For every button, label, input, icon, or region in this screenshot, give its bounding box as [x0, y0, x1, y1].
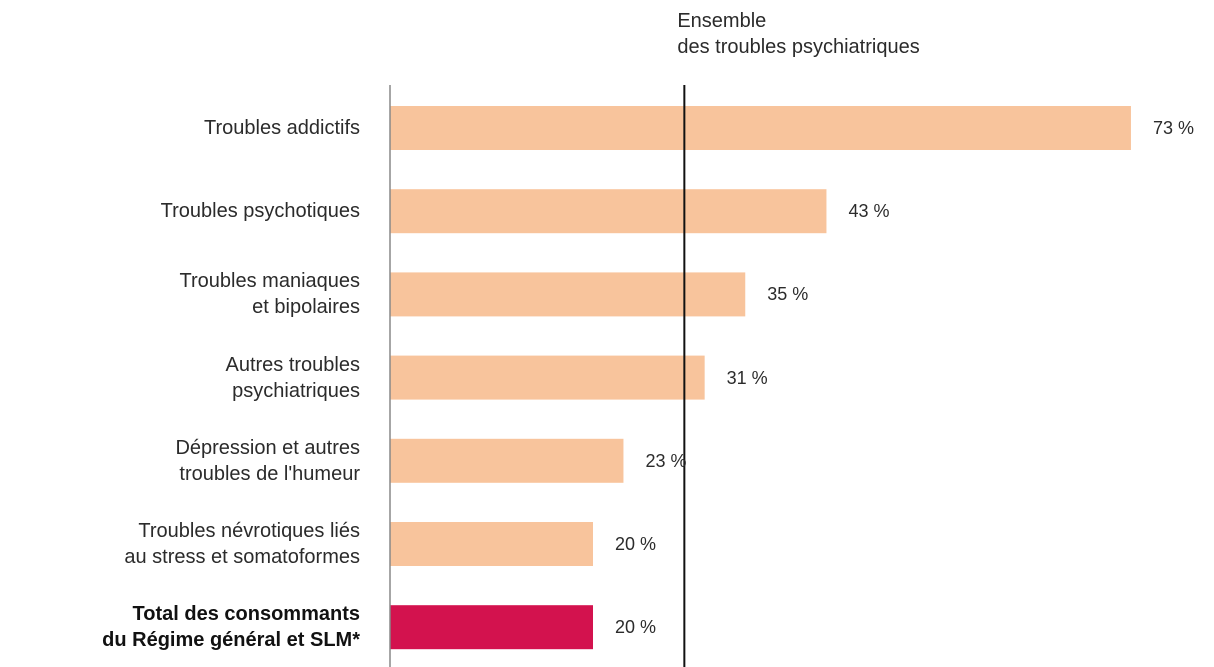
bar	[390, 522, 593, 566]
bar	[390, 189, 827, 234]
category-label: Troubles addictifs	[204, 117, 360, 139]
bar	[390, 605, 593, 650]
value-label: 23 %	[645, 450, 687, 471]
bar	[390, 438, 624, 483]
bar	[390, 272, 746, 317]
value-label: 43 %	[848, 201, 890, 222]
value-label: 35 %	[767, 284, 809, 305]
reference-label: Ensemble des troubles psychiatriques	[677, 10, 920, 58]
value-label: 31 %	[726, 367, 768, 388]
value-label: 20 %	[615, 617, 657, 638]
category-label: Dépression et autres troubles de l'humeu…	[175, 436, 360, 485]
value-label: 73 %	[1152, 118, 1194, 138]
category-label: Troubles névrotiques liés au stress et s…	[124, 520, 360, 568]
bar	[390, 355, 705, 400]
category-label: Troubles psychotiques	[160, 200, 360, 223]
category-label: Troubles maniaques et bipolaires	[179, 270, 360, 319]
value-label: 20 %	[615, 534, 657, 554]
bar	[390, 106, 1131, 150]
category-label: Total des consommants du Régime général …	[102, 603, 360, 652]
category-label: Autres troubles psychiatriques	[225, 353, 360, 402]
